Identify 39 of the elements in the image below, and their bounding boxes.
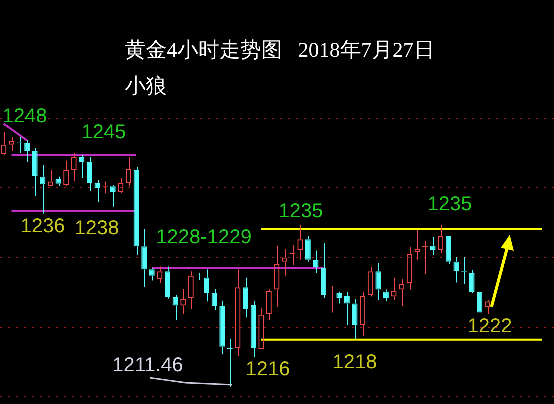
candlestick	[142, 228, 148, 288]
candlestick	[305, 236, 311, 262]
candlestick	[250, 300, 256, 358]
candlestick	[149, 268, 155, 282]
text: 小狼	[125, 73, 167, 100]
candlestick	[40, 164, 46, 214]
candlestick	[243, 277, 249, 318]
candlestick	[454, 256, 460, 284]
annotation: 1211.46	[112, 354, 184, 377]
candlestick	[94, 180, 100, 202]
candlestick	[212, 288, 218, 310]
candlestick	[32, 148, 38, 197]
candlestick	[384, 289, 389, 302]
candlestick	[87, 156, 92, 192]
candlestick	[79, 154, 85, 179]
candlestick	[220, 300, 226, 356]
annotation: 1222	[468, 316, 512, 338]
annotation: 1236	[20, 216, 66, 238]
text: 黄金4小时走势图 2018年7月27日	[125, 37, 435, 64]
candlestick	[134, 166, 140, 256]
candlestick	[446, 236, 452, 264]
candlestick	[110, 184, 116, 208]
candlestick	[376, 262, 382, 301]
annotation: 1248	[2, 106, 48, 128]
candlestick	[352, 299, 358, 340]
candlestick	[204, 269, 210, 302]
candlestick	[336, 291, 342, 304]
candlestick	[172, 294, 178, 321]
annotation: 1235	[278, 200, 324, 223]
annotation: 1245	[82, 122, 126, 144]
candlestick	[321, 242, 327, 299]
annotation: 1238	[74, 218, 120, 240]
candlestick	[165, 266, 170, 300]
candlestick	[430, 237, 436, 256]
annotation: 1218	[332, 352, 378, 374]
annotation: 1235	[428, 194, 472, 216]
candlestick	[56, 176, 62, 186]
annotation: 1228-1229	[156, 226, 252, 249]
annotation: 1216	[246, 358, 290, 381]
